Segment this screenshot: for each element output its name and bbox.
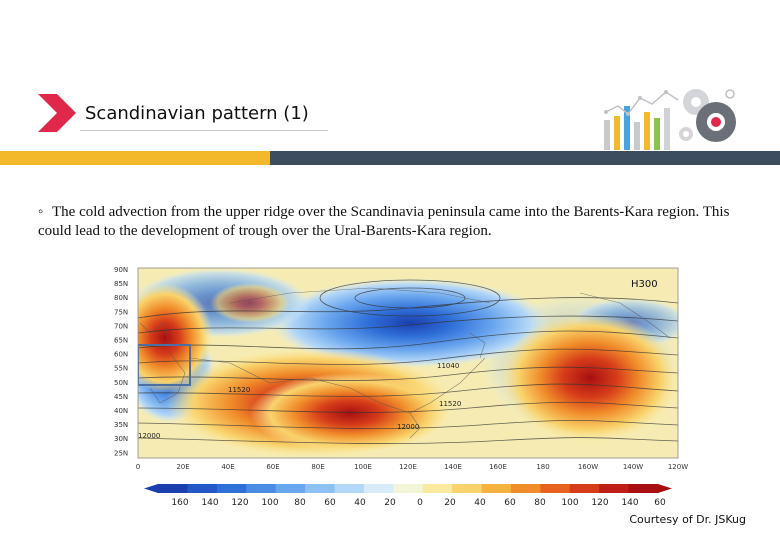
panel-label: H300 [631,279,658,290]
colorbar-label: 120 [591,498,608,508]
contour-label: 11040 [437,362,459,370]
colorbar-swatch [452,484,483,493]
colorbar-arrow-right [658,484,672,493]
contour-label: 12000 [397,423,419,431]
longitude-label: 60E [266,463,279,471]
colorbar-swatch [393,484,424,493]
colorbar-swatch [422,484,453,493]
colorbar-labels: 160 140 120 100 80 60 40 20 0 20 40 60 80 100 120 140 60 [171,498,666,508]
colorbar-swatch [599,484,630,493]
longitude-label: 140W [623,463,643,471]
colorbar-swatch [216,484,247,493]
contour-label: 12000 [138,432,160,440]
colorbar-swatch [569,484,600,493]
colorbar-swatch [158,484,188,493]
colorbar-label: 0 [417,498,423,508]
longitude-label: 140E [444,463,462,471]
colorbar-label: 60 [654,498,666,508]
latitude-label: 30N [114,435,128,443]
colorbar-label: 100 [261,498,278,508]
latitude-label: 60N [114,351,128,359]
colorbar-label: 80 [534,498,546,508]
contour-label: 11520 [439,400,461,408]
longitude-label: 40E [221,463,234,471]
h300-anomaly-map: 90N 85N 80N 75N 70N 65N 60N 55N 50N 45N 40N 35N 30N 2… [110,263,694,509]
analytics-gears-logo-icon [604,89,736,150]
latitude-label: 65N [114,337,128,345]
colorbar-label: 80 [294,498,306,508]
longitude-label: 100E [354,463,372,471]
longitude-label: 160W [578,463,598,471]
latitude-label: 45N [114,393,128,401]
latitude-label: 90N [114,266,128,274]
colorbar-label: 120 [231,498,248,508]
header-band-navy [270,151,780,165]
latitude-label: 85N [114,280,128,288]
latitude-label: 75N [114,308,128,316]
latitude-label: 40N [114,407,128,415]
colorbar-label: 40 [474,498,486,508]
colorbar [144,484,672,493]
colorbar-swatch [510,484,541,493]
slide-title: Scandinavian pattern (1) [85,103,309,124]
longitude-label: 120E [399,463,417,471]
latitude-label: 80N [114,294,128,302]
colorbar-swatch [628,484,659,493]
latitude-label: 55N [114,365,128,373]
title-marker-icon [38,94,76,132]
colorbar-swatch [481,484,512,493]
title-underline [80,130,328,131]
latitude-label: 35N [114,421,128,429]
colorbar-label: 20 [384,498,396,508]
colorbar-label: 140 [621,498,638,508]
colorbar-swatch [363,484,394,493]
courtesy-credit: Courtesy of Dr. JSKug [629,513,746,526]
longitude-label: 20E [176,463,189,471]
latitude-label: 70N [114,322,128,330]
latitude-label: 25N [114,449,128,457]
colorbar-label: 40 [354,498,366,508]
contour-label: 11520 [228,386,250,394]
header-band-yellow [0,151,270,165]
highlight-box [138,344,191,386]
colorbar-swatch [540,484,571,493]
colorbar-swatch [246,484,277,493]
longitude-label: 160E [489,463,507,471]
longitude-label: 0 [136,463,140,471]
colorbar-label: 60 [324,498,336,508]
colorbar-label: 100 [561,498,578,508]
colorbar-label: 60 [504,498,516,508]
longitude-label: 80E [311,463,324,471]
longitude-label: 120W [668,463,688,471]
body-text: The cold advection from the upper ridge … [38,204,730,239]
colorbar-label: 140 [201,498,218,508]
colorbar-label: 20 [444,498,456,508]
body-paragraph: ◦ The cold advection from the upper ridge… [38,203,746,241]
colorbar-swatch [305,484,335,493]
longitude-label: 180 [536,463,549,471]
colorbar-label: 160 [171,498,188,508]
latitude-label: 50N [114,379,128,387]
colorbar-swatch [275,484,306,493]
bullet-icon: ◦ [38,204,44,220]
latitude-labels: 90N 85N 80N 75N 70N 65N 60N 55N 50N 45N 40N 35N 30N 2… [114,266,128,457]
colorbar-swatch [187,484,218,493]
colorbar-arrow-left [144,484,158,493]
colorbar-swatch [334,484,365,493]
longitude-labels: 0 20E 40E 60E 80E 100E 120E 140E 160E 180 160W 140W… [136,463,688,471]
